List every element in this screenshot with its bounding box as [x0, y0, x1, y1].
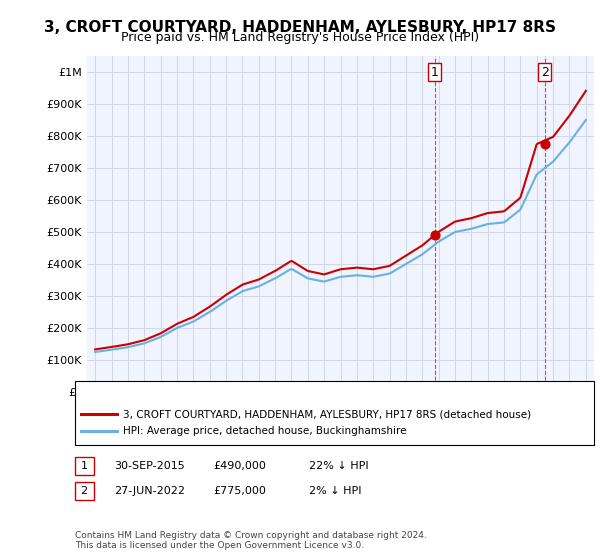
Text: 22% ↓ HPI: 22% ↓ HPI [309, 461, 368, 471]
Text: 2% ↓ HPI: 2% ↓ HPI [309, 486, 361, 496]
Text: 3, CROFT COURTYARD, HADDENHAM, AYLESBURY, HP17 8RS: 3, CROFT COURTYARD, HADDENHAM, AYLESBURY… [44, 20, 556, 35]
Text: 1: 1 [431, 66, 439, 78]
Text: Contains HM Land Registry data © Crown copyright and database right 2024.
This d: Contains HM Land Registry data © Crown c… [75, 530, 427, 550]
Text: 30-SEP-2015: 30-SEP-2015 [114, 461, 185, 471]
Text: 2: 2 [541, 66, 549, 78]
Text: HPI: Average price, detached house, Buckinghamshire: HPI: Average price, detached house, Buck… [123, 426, 407, 436]
Text: £490,000: £490,000 [213, 461, 266, 471]
Text: 27-JUN-2022: 27-JUN-2022 [114, 486, 185, 496]
Point [540, 139, 550, 148]
Point [430, 231, 439, 240]
Text: Price paid vs. HM Land Registry's House Price Index (HPI): Price paid vs. HM Land Registry's House … [121, 31, 479, 44]
Text: £775,000: £775,000 [213, 486, 266, 496]
Text: 1: 1 [80, 461, 88, 471]
Text: 3, CROFT COURTYARD, HADDENHAM, AYLESBURY, HP17 8RS (detached house): 3, CROFT COURTYARD, HADDENHAM, AYLESBURY… [123, 409, 531, 419]
Text: 2: 2 [80, 486, 88, 496]
